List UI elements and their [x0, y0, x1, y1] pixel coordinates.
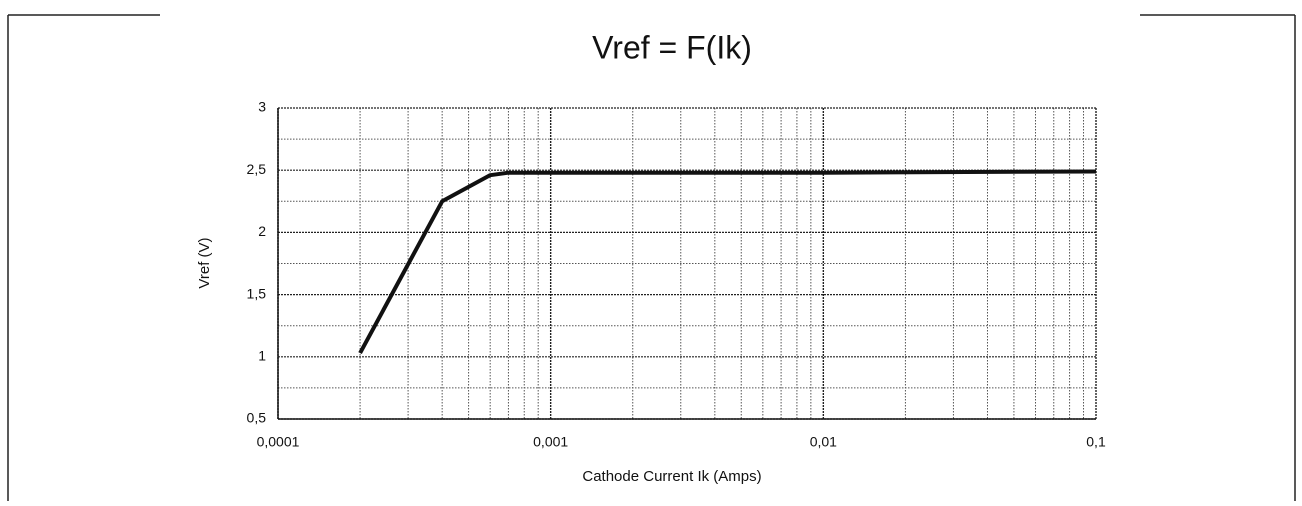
y-axis-label: Vref (V): [196, 237, 213, 288]
x-tick-label: 0,0001: [257, 434, 300, 450]
y-tick-label: 2,5: [247, 161, 267, 177]
x-tick-label: 0,001: [533, 434, 568, 450]
x-axis-label: Cathode Current Ik (Amps): [582, 468, 761, 485]
y-tick-label: 2: [258, 223, 266, 239]
x-tick-label: 0,1: [1086, 434, 1106, 450]
frame: [7, 14, 1296, 501]
x-tick-label: 0,01: [810, 434, 837, 450]
y-tick-label: 1,5: [247, 285, 267, 301]
data-line: [358, 169, 1097, 355]
y-tick-label: 3: [258, 99, 266, 115]
y-tick-label: 0,5: [247, 410, 267, 426]
y-tick-label: 1: [258, 348, 266, 364]
chart-title: Vref = F(Ik): [592, 29, 752, 65]
